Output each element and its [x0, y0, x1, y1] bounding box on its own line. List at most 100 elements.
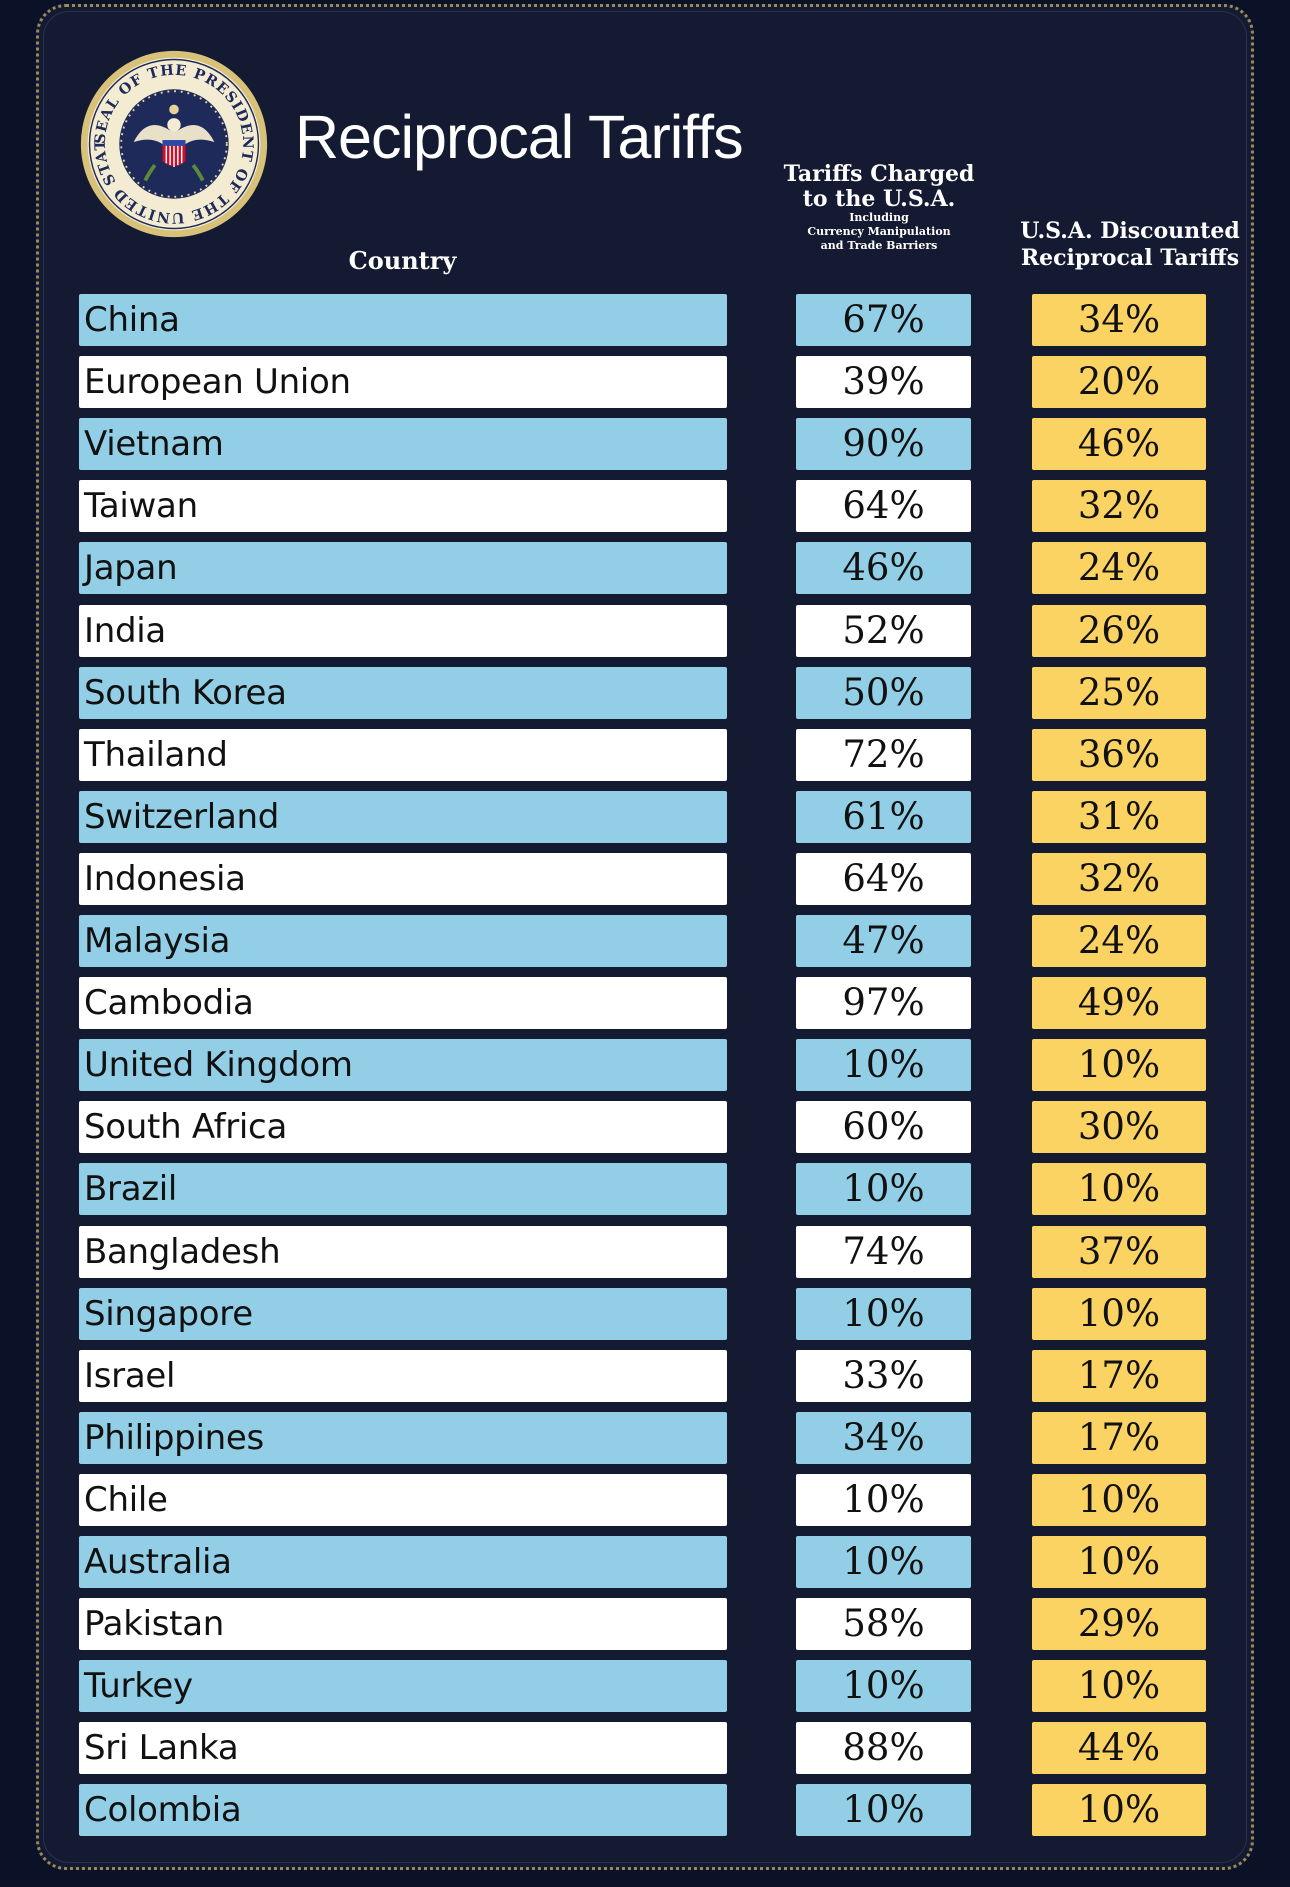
charged-tariff-cell: 46% — [796, 542, 971, 595]
charged-tariff-cell: 10% — [796, 1039, 971, 1092]
reciprocal-tariff-cell: 31% — [1032, 790, 1206, 843]
charged-tariff-cell: 61% — [796, 790, 971, 843]
reciprocal-tariff-cell: 10% — [1032, 1473, 1206, 1526]
charged-tariff-cell: 64% — [796, 480, 971, 533]
reciprocal-tariff-cell: 29% — [1032, 1598, 1206, 1651]
country-cell: Australia — [79, 1536, 727, 1588]
page-title: Reciprocal Tariffs — [295, 103, 744, 171]
table-row: Switzerland 61% 31% — [0, 790, 1290, 843]
reciprocal-tariff-cell: 37% — [1032, 1225, 1206, 1278]
country-cell: India — [79, 604, 727, 657]
charged-tariff-cell: 10% — [796, 1163, 971, 1216]
table-row: Bangladesh 74% 37% — [0, 1225, 1290, 1278]
charged-tariff-cell: 58% — [796, 1598, 971, 1651]
table-row: Vietnam 90% 46% — [0, 418, 1290, 471]
reciprocal-tariff-cell: 30% — [1032, 1101, 1206, 1154]
charged-tariff-cell: 34% — [796, 1411, 971, 1464]
charged-tariff-cell: 10% — [796, 1473, 971, 1526]
charged-tariff-cell: 88% — [796, 1722, 971, 1775]
charged-tariff-cell: 10% — [796, 1784, 971, 1837]
reciprocal-tariff-cell: 10% — [1032, 1287, 1206, 1340]
charged-header-line2: to the U.S.A. — [802, 185, 956, 212]
table-row: Colombia 10% 10% — [0, 1784, 1290, 1837]
country-cell: Taiwan — [79, 480, 727, 533]
reciprocal-tariff-cell: 24% — [1032, 915, 1206, 967]
reciprocal-tariff-cell: 20% — [1032, 356, 1206, 409]
country-cell: Switzerland — [79, 790, 727, 843]
country-cell: Bangladesh — [79, 1225, 727, 1278]
charged-tariff-cell: 33% — [796, 1349, 971, 1402]
table-row: European Union 39% 20% — [0, 356, 1290, 409]
country-cell: Japan — [79, 542, 727, 595]
reciprocal-tariff-cell: 36% — [1032, 728, 1206, 781]
country-cell: Indonesia — [79, 852, 727, 905]
reciprocal-tariff-cell: 10% — [1032, 1660, 1206, 1713]
country-cell: Pakistan — [79, 1598, 727, 1651]
charged-tariff-cell: 52% — [796, 604, 971, 657]
table-row: China 67% 34% — [0, 294, 1290, 346]
charged-column-header: Tariffs Charged to the U.S.A. Including … — [768, 162, 990, 253]
reciprocal-header-line1: U.S.A. Discounted — [1020, 218, 1240, 244]
table-row: Malaysia 47% 24% — [0, 915, 1290, 967]
country-column-header: Country — [348, 246, 457, 275]
frame-inner-border — [43, 11, 1247, 1863]
table-row: South Africa 60% 30% — [0, 1101, 1290, 1154]
reciprocal-column-header: U.S.A. Discounted Reciprocal Tariffs — [1000, 218, 1260, 273]
reciprocal-tariff-cell: 32% — [1032, 480, 1206, 533]
charged-tariff-cell: 72% — [796, 728, 971, 781]
charged-header-sub2: Currency Manipulation — [807, 225, 951, 238]
reciprocal-tariff-cell: 24% — [1032, 542, 1206, 595]
country-cell: Malaysia — [79, 915, 727, 967]
charged-tariff-cell: 97% — [796, 977, 971, 1030]
table-row: Israel 33% 17% — [0, 1349, 1290, 1402]
charged-tariff-cell: 47% — [796, 915, 971, 967]
reciprocal-tariff-cell: 17% — [1032, 1349, 1206, 1402]
country-cell: Thailand — [79, 728, 727, 781]
country-cell: Singapore — [79, 1287, 727, 1340]
reciprocal-tariff-cell: 46% — [1032, 418, 1206, 471]
table-row: South Korea 50% 25% — [0, 666, 1290, 719]
table-row: Australia 10% 10% — [0, 1536, 1290, 1588]
table-row: Taiwan 64% 32% — [0, 480, 1290, 533]
reciprocal-tariff-cell: 26% — [1032, 604, 1206, 657]
reciprocal-tariff-cell: 34% — [1032, 294, 1206, 346]
reciprocal-tariff-cell: 49% — [1032, 977, 1206, 1030]
table-row: Brazil 10% 10% — [0, 1163, 1290, 1216]
country-cell: South Korea — [79, 666, 727, 719]
country-cell: Chile — [79, 1473, 727, 1526]
country-cell: Philippines — [79, 1411, 727, 1464]
reciprocal-tariff-cell: 17% — [1032, 1411, 1206, 1464]
table-row: Thailand 72% 36% — [0, 728, 1290, 781]
table-row: Chile 10% 10% — [0, 1473, 1290, 1526]
reciprocal-tariff-cell: 10% — [1032, 1163, 1206, 1216]
charged-tariff-cell: 10% — [796, 1287, 971, 1340]
reciprocal-tariff-cell: 10% — [1032, 1784, 1206, 1837]
table-row: Sri Lanka 88% 44% — [0, 1722, 1290, 1775]
country-cell: China — [79, 294, 727, 346]
charged-header-sub3: and Trade Barriers — [820, 238, 938, 252]
country-cell: South Africa — [79, 1101, 727, 1154]
country-cell: Sri Lanka — [79, 1722, 727, 1775]
reciprocal-tariff-cell: 10% — [1032, 1536, 1206, 1588]
table-row: United Kingdom 10% 10% — [0, 1039, 1290, 1092]
reciprocal-tariff-cell: 44% — [1032, 1722, 1206, 1775]
charged-tariff-cell: 74% — [796, 1225, 971, 1278]
country-cell: Cambodia — [79, 977, 727, 1030]
reciprocal-tariff-cell: 25% — [1032, 666, 1206, 719]
charged-tariff-cell: 10% — [796, 1536, 971, 1588]
charged-tariff-cell: 64% — [796, 852, 971, 905]
table-row: Turkey 10% 10% — [0, 1660, 1290, 1713]
reciprocal-tariff-cell: 10% — [1032, 1039, 1206, 1092]
table-row: Japan 46% 24% — [0, 542, 1290, 595]
charged-header-line1: Tariffs Charged — [783, 161, 975, 187]
reciprocal-header-line2: Reciprocal Tariffs — [1020, 245, 1240, 272]
table-row: Cambodia 97% 49% — [0, 977, 1290, 1030]
charged-header-sub1: Including — [849, 211, 909, 225]
country-cell: Israel — [79, 1349, 727, 1402]
country-cell: Colombia — [79, 1784, 727, 1837]
table-row: Philippines 34% 17% — [0, 1411, 1290, 1464]
table-row: India 52% 26% — [0, 604, 1290, 657]
presidential-seal-icon: SEAL OF THE PRESIDENT OF THE UNITED STAT… — [78, 48, 268, 238]
table-row: Indonesia 64% 32% — [0, 852, 1290, 905]
country-cell: Brazil — [79, 1163, 727, 1216]
